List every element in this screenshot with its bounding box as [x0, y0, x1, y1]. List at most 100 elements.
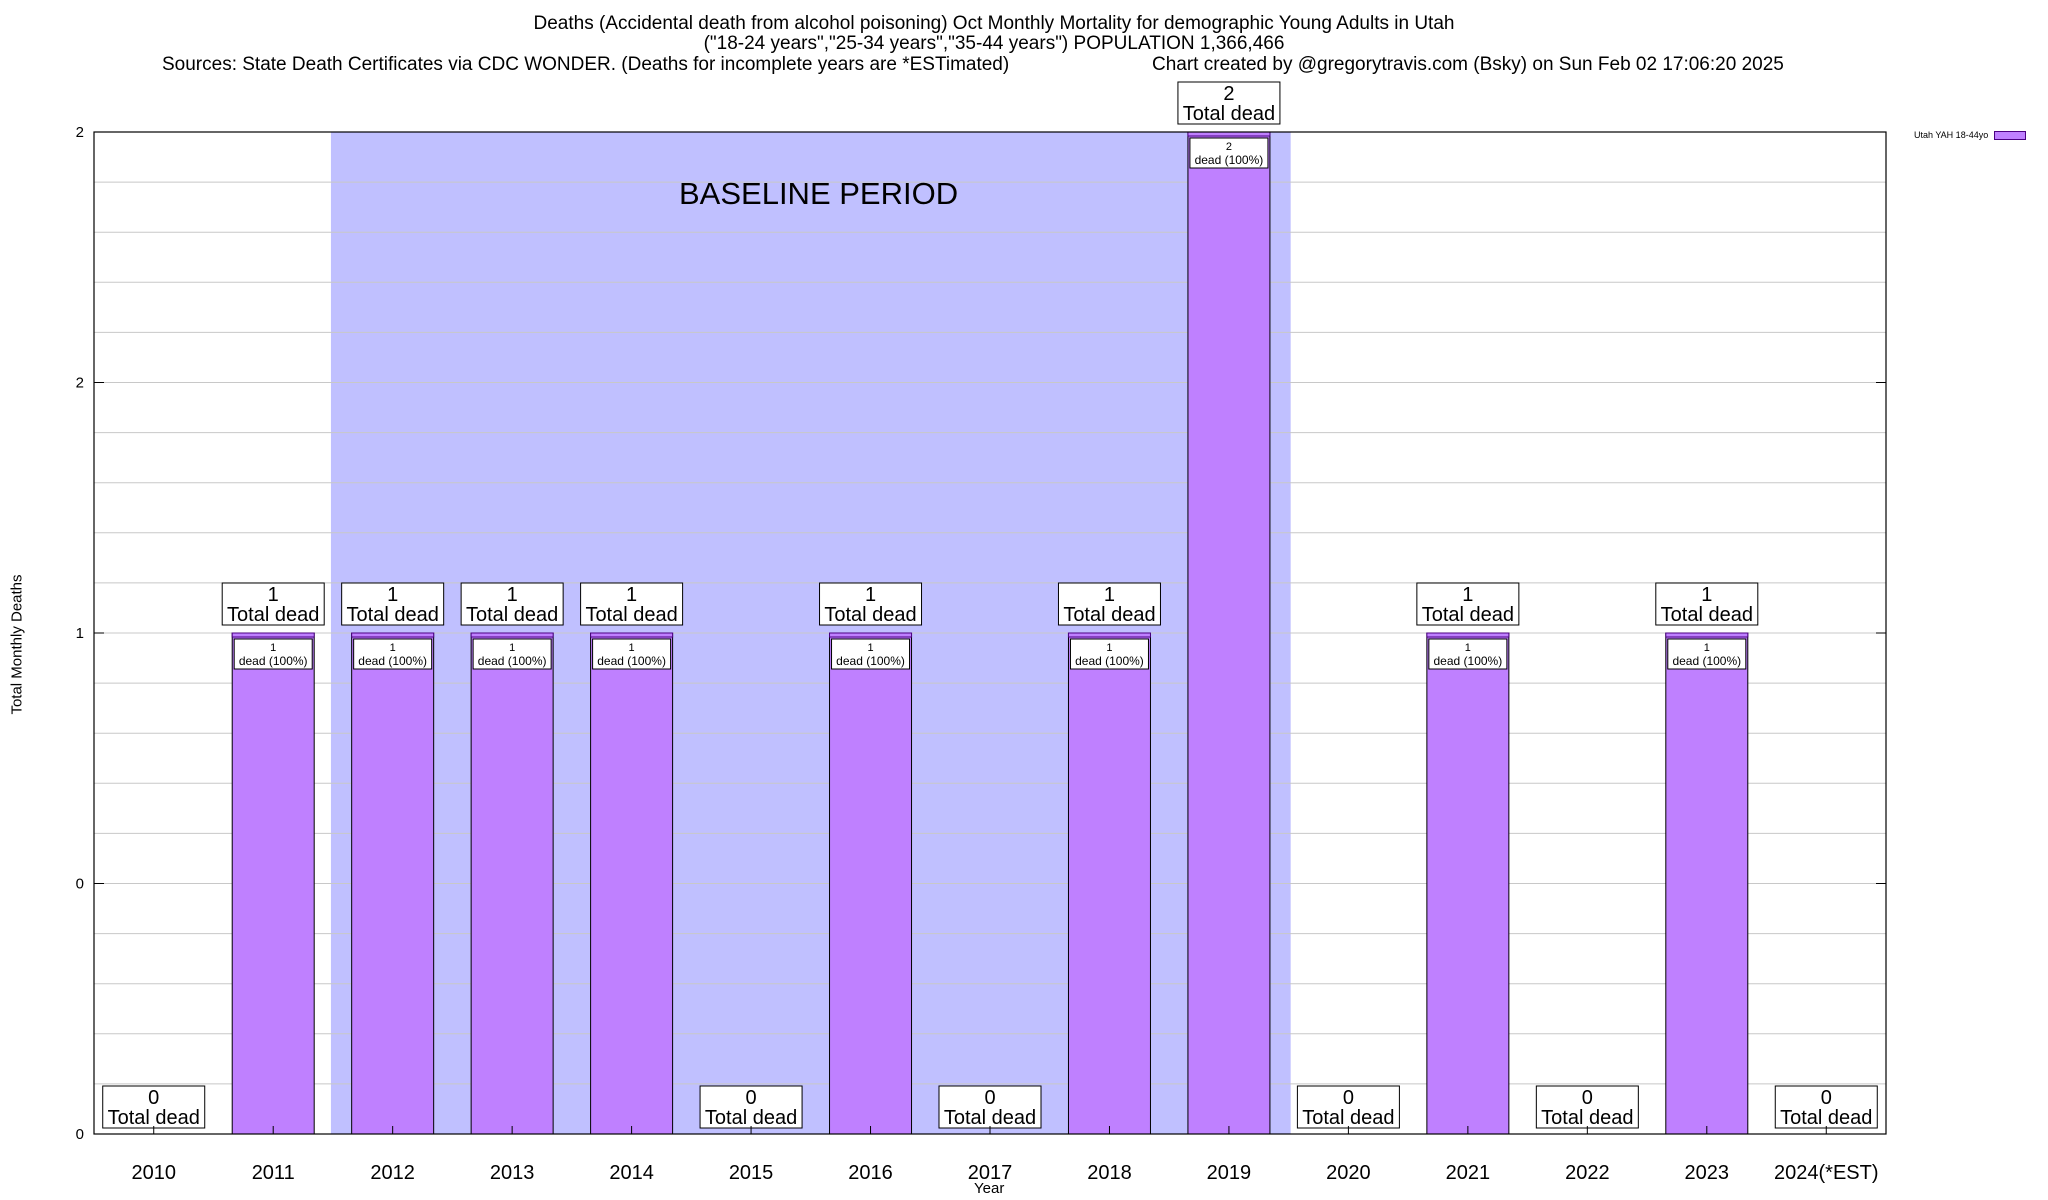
inner-percent-label: dead (100%) — [836, 654, 905, 668]
inner-percent-label: dead (100%) — [239, 654, 308, 668]
x-tick-label: 2019 — [1207, 1162, 1252, 1184]
y-tick-label: 0 — [76, 1126, 84, 1143]
total-text-label: Total dead — [824, 604, 916, 626]
bar-top-edge — [590, 632, 674, 638]
total-value-label: 0 — [1821, 1087, 1832, 1109]
bar-top-edge — [1426, 632, 1510, 638]
legend-swatch — [1994, 130, 2027, 140]
total-value-label: 1 — [865, 584, 876, 606]
inner-value-label: 1 — [1704, 642, 1710, 654]
inner-value-label: 1 — [867, 642, 873, 654]
inner-percent-label: dead (100%) — [597, 654, 666, 668]
total-label-box — [1177, 81, 1281, 125]
chart-title: Deaths (Accidental death from alcohol po… — [533, 13, 1455, 34]
x-tick-label: 2015 — [729, 1162, 774, 1184]
chart-credit: Chart created by @gregorytravis.com (Bsk… — [1152, 54, 1784, 75]
inner-percent-label: dead (100%) — [1672, 654, 1741, 668]
y-tick-label: 2 — [76, 375, 84, 392]
legend: Utah YAH 18-44yo — [1914, 130, 2027, 140]
inner-percent-label: dead (100%) — [1434, 654, 1503, 668]
total-value-label: 0 — [746, 1087, 757, 1109]
inner-label-box — [1069, 638, 1149, 670]
total-label-box — [819, 582, 923, 626]
total-value-label: 1 — [268, 584, 279, 606]
total-text-label: Total dead — [1422, 604, 1514, 626]
inner-label-box — [1189, 137, 1269, 169]
bar — [590, 632, 674, 1135]
inner-label-box — [233, 638, 313, 670]
bar — [351, 632, 435, 1135]
bar-top-edge — [1067, 632, 1151, 638]
total-value-label: 2 — [1223, 83, 1234, 105]
total-value-label: 0 — [1582, 1087, 1593, 1109]
total-value-label: 1 — [626, 584, 637, 606]
x-tick-label: 2010 — [131, 1162, 176, 1184]
bar-top-edge — [231, 632, 315, 638]
bar — [1426, 632, 1510, 1135]
y-tick-label: 0 — [76, 876, 84, 893]
inner-value-label: 1 — [1465, 642, 1471, 654]
total-text-label: Total dead — [466, 604, 558, 626]
inner-value-label: 1 — [390, 642, 396, 654]
total-label-box — [1416, 582, 1520, 626]
total-label-box — [580, 582, 684, 626]
inner-value-label: 1 — [629, 642, 635, 654]
total-text-label: Total dead — [1063, 604, 1155, 626]
total-label-box — [938, 1085, 1042, 1129]
total-text-label: Total dead — [705, 1107, 797, 1129]
total-value-label: 1 — [507, 584, 518, 606]
total-value-label: 0 — [984, 1087, 995, 1109]
total-label-box — [1057, 582, 1161, 626]
x-axis-label: Year — [974, 1180, 1005, 1197]
x-tick-label: 2014 — [609, 1162, 654, 1184]
bar — [231, 632, 315, 1135]
chart-subtitle: ("18-24 years","25-34 years","35-44 year… — [703, 33, 1285, 54]
total-label-box — [221, 582, 325, 626]
inner-percent-label: dead (100%) — [478, 654, 547, 668]
total-text-label: Total dead — [1302, 1107, 1394, 1129]
bar-top-edge — [470, 632, 554, 638]
x-tick-label: 2016 — [848, 1162, 893, 1184]
x-tick-label: 2022 — [1565, 1162, 1610, 1184]
total-text-label: Total dead — [944, 1107, 1036, 1129]
inner-label-box — [831, 638, 911, 670]
total-text-label: Total dead — [585, 604, 677, 626]
inner-label-box — [353, 638, 433, 670]
inner-value-label: 1 — [509, 642, 515, 654]
total-value-label: 0 — [1343, 1087, 1354, 1109]
bar — [1187, 131, 1271, 1135]
x-tick-label: 2024(*EST) — [1774, 1162, 1879, 1184]
total-text-label: Total dead — [108, 1107, 200, 1129]
total-value-label: 0 — [148, 1087, 159, 1109]
total-label-box — [1535, 1085, 1639, 1129]
total-value-label: 1 — [1701, 584, 1712, 606]
y-axis-label: Total Monthly Deaths — [8, 574, 26, 715]
total-value-label: 1 — [1104, 584, 1115, 606]
inner-percent-label: dead (100%) — [1075, 654, 1144, 668]
bar-top-edge — [351, 632, 435, 638]
inner-value-label: 1 — [270, 642, 276, 654]
total-text-label: Total dead — [227, 604, 319, 626]
bar — [1067, 632, 1151, 1135]
total-value-label: 1 — [1462, 584, 1473, 606]
x-tick-label: 2013 — [490, 1162, 535, 1184]
total-label-box — [341, 582, 445, 626]
x-tick-label: 2023 — [1685, 1162, 1730, 1184]
inner-percent-label: dead (100%) — [358, 654, 427, 668]
bar-top-edge — [829, 632, 913, 638]
total-text-label: Total dead — [1183, 103, 1275, 125]
total-value-label: 1 — [387, 584, 398, 606]
total-text-label: Total dead — [1780, 1107, 1872, 1129]
total-text-label: Total dead — [1661, 604, 1753, 626]
bar-top-edge — [1665, 632, 1749, 638]
bar — [829, 632, 913, 1135]
inner-label-box — [1428, 638, 1508, 670]
total-label-box — [460, 582, 564, 626]
x-tick-label: 2017 — [968, 1162, 1013, 1184]
baseline-period-label: BASELINE PERIOD — [679, 176, 959, 211]
inner-value-label: 1 — [1106, 642, 1112, 654]
x-tick-label: 2020 — [1326, 1162, 1371, 1184]
x-tick-label: 2011 — [252, 1162, 295, 1184]
y-tick-label: 2 — [76, 124, 84, 141]
